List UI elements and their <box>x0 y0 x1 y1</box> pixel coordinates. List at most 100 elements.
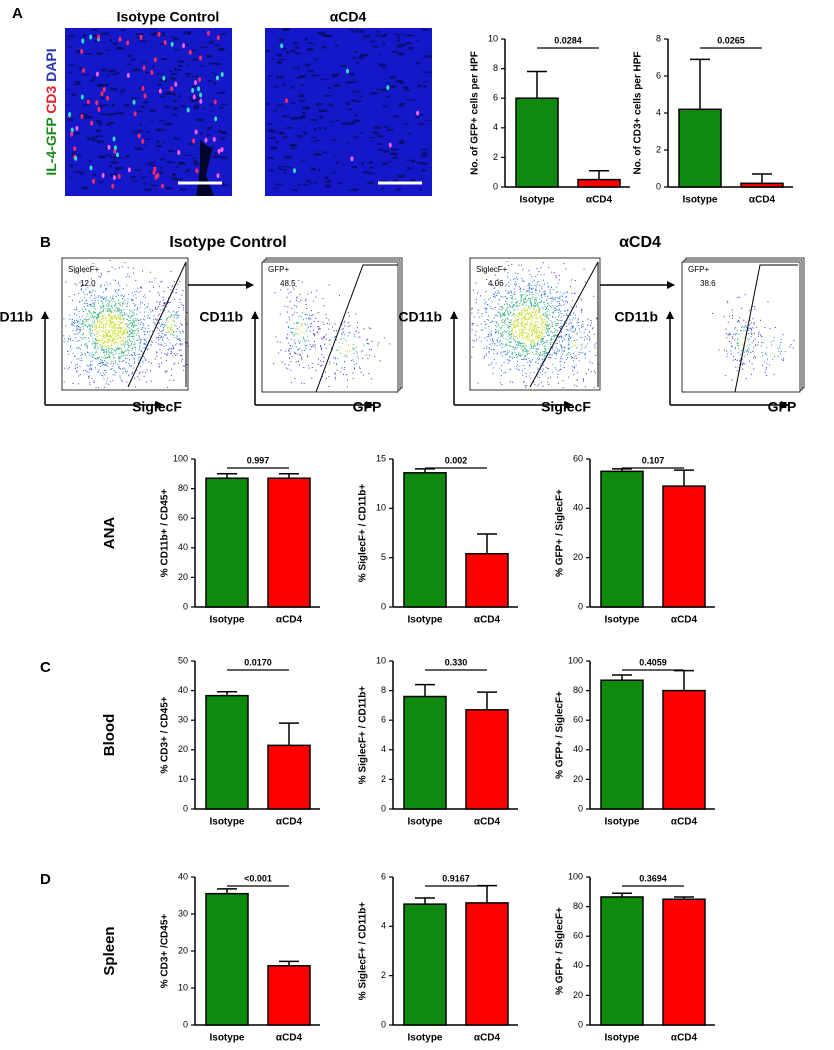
event-dot <box>129 314 130 315</box>
p-value: 0.4059 <box>639 657 667 667</box>
tissue-texture <box>386 82 390 83</box>
event-dot <box>484 338 485 339</box>
event-dot <box>733 360 734 361</box>
event-dot <box>102 296 103 297</box>
event-dot <box>299 323 300 324</box>
event-dot <box>289 319 290 320</box>
event-dot <box>311 315 312 316</box>
event-dot <box>128 353 129 354</box>
event-dot <box>560 358 561 359</box>
event-dot <box>506 308 507 309</box>
event-dot <box>558 323 559 324</box>
event-dot <box>739 340 740 341</box>
event-dot <box>534 326 535 327</box>
event-dot <box>730 350 731 351</box>
event-dot <box>162 324 163 325</box>
event-dot <box>554 336 555 337</box>
event-dot <box>747 346 748 347</box>
event-dot <box>531 378 532 379</box>
cell <box>116 152 119 157</box>
event-dot <box>737 339 738 340</box>
event-dot <box>107 363 108 364</box>
event-dot <box>561 337 562 338</box>
tissue-texture <box>403 87 408 90</box>
event-dot <box>110 341 111 342</box>
event-dot <box>144 343 145 344</box>
event-dot <box>341 367 342 368</box>
stain-label: DAPI <box>43 48 59 81</box>
event-dot <box>300 355 301 356</box>
event-dot <box>119 285 120 286</box>
event-dot <box>69 367 70 368</box>
event-dot <box>282 362 283 363</box>
event-dot <box>735 333 736 334</box>
event-dot <box>504 372 505 373</box>
event-dot <box>744 337 745 338</box>
event-dot <box>576 347 577 348</box>
event-dot <box>182 355 183 356</box>
event-dot <box>103 331 104 332</box>
tissue-texture <box>305 37 308 40</box>
event-dot <box>288 342 289 343</box>
event-dot <box>128 374 129 375</box>
event-dot <box>82 354 83 355</box>
event-dot <box>105 324 106 325</box>
event-dot <box>307 355 308 356</box>
event-dot <box>501 296 502 297</box>
event-dot <box>301 357 302 358</box>
event-dot <box>102 349 103 350</box>
event-dot <box>110 283 111 284</box>
x-tick-label: Isotype <box>604 615 639 626</box>
tissue-texture <box>370 166 374 168</box>
event-dot <box>341 333 342 334</box>
event-dot <box>113 363 114 364</box>
event-dot <box>546 321 547 322</box>
event-dot <box>109 326 110 327</box>
event-dot <box>119 348 120 349</box>
event-dot <box>545 321 546 322</box>
event-dot <box>123 360 124 361</box>
event-dot <box>159 302 160 303</box>
event-dot <box>570 352 571 353</box>
bar <box>404 473 446 607</box>
event-dot <box>144 312 145 313</box>
event-dot <box>292 328 293 329</box>
event-dot <box>115 360 116 361</box>
event-dot <box>718 349 719 350</box>
event-dot <box>290 354 291 355</box>
event-dot <box>514 347 515 348</box>
bar <box>679 109 721 187</box>
event-dot <box>161 281 162 282</box>
event-dot <box>561 313 562 314</box>
event-dot <box>531 315 532 316</box>
event-dot <box>76 359 77 360</box>
event-dot <box>537 306 538 307</box>
event-dot <box>110 297 111 298</box>
event-dot <box>179 338 180 339</box>
event-dot <box>84 303 85 304</box>
tissue-texture <box>81 187 88 189</box>
tissue-texture <box>407 133 411 135</box>
event-dot <box>523 294 524 295</box>
event-dot <box>318 364 319 365</box>
event-dot <box>744 352 745 353</box>
event-dot <box>571 346 572 347</box>
event-dot <box>139 347 140 348</box>
tissue-texture <box>316 103 323 105</box>
event-dot <box>500 382 501 383</box>
event-dot <box>75 365 76 366</box>
event-dot <box>118 356 119 357</box>
event-dot <box>742 359 743 360</box>
gate-label: SiglecF+ <box>476 265 508 274</box>
event-dot <box>532 343 533 344</box>
event-dot <box>525 385 526 386</box>
event-dot <box>477 293 478 294</box>
event-dot <box>484 303 485 304</box>
event-dot <box>530 328 531 329</box>
event-dot <box>559 351 560 352</box>
tissue-texture <box>128 55 132 57</box>
event-dot <box>585 358 586 359</box>
event-dot <box>122 266 123 267</box>
x-tick-label: αCD4 <box>586 195 613 206</box>
event-dot <box>550 346 551 347</box>
